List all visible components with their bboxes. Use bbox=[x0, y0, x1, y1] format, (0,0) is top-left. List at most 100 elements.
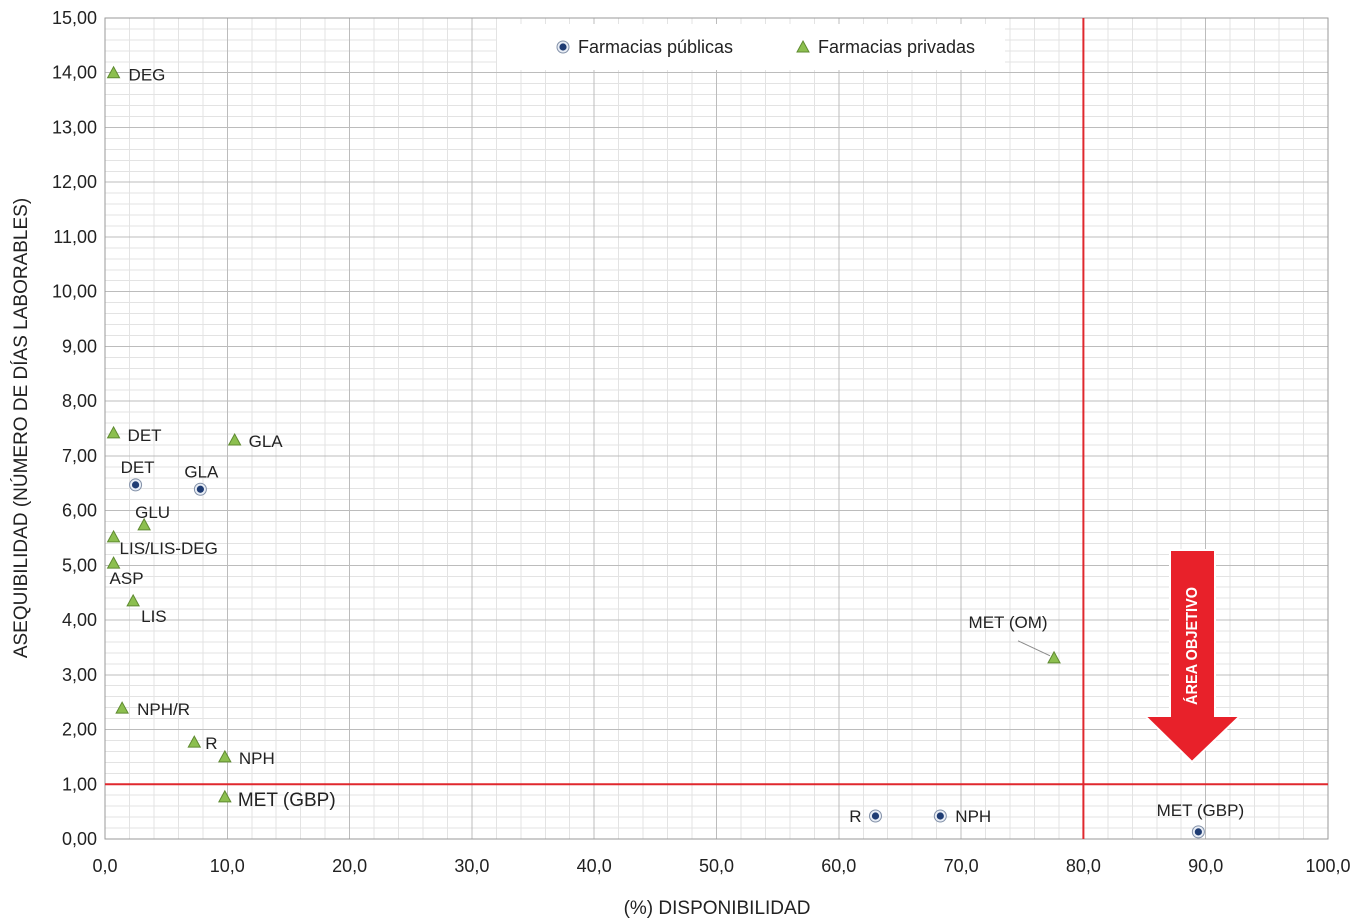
marker-triangle bbox=[218, 749, 232, 763]
x-tick-label: 70,0 bbox=[944, 856, 979, 876]
marker-triangle bbox=[227, 432, 242, 446]
marker-triangle bbox=[106, 529, 121, 543]
x-tick-label: 40,0 bbox=[577, 856, 612, 876]
marker-triangle bbox=[1047, 650, 1061, 664]
x-tick-label: 0,0 bbox=[92, 856, 117, 876]
private-label-glu: GLU bbox=[135, 503, 170, 522]
x-axis-title: (%) DISPONIBILIDAD bbox=[624, 898, 811, 919]
y-tick-label: 9,00 bbox=[62, 336, 97, 356]
y-tick-label: 5,00 bbox=[62, 555, 97, 575]
marker-triangle bbox=[106, 425, 121, 439]
marker-triangle bbox=[218, 789, 232, 803]
y-tick-label: 13,00 bbox=[52, 117, 97, 137]
private-label-deg: DEG bbox=[129, 66, 166, 85]
marker-triangle bbox=[126, 593, 140, 607]
private-point-lis bbox=[126, 593, 140, 607]
y-tick-label: 12,00 bbox=[52, 172, 97, 192]
y-tick-label: 0,00 bbox=[62, 829, 97, 849]
public-point-r bbox=[868, 809, 882, 823]
private-point-lis-lis-deg bbox=[106, 529, 121, 543]
marker-core bbox=[1194, 828, 1202, 836]
private-point-glu bbox=[137, 517, 151, 531]
private-point-nph bbox=[218, 749, 232, 763]
y-tick-label: 15,00 bbox=[52, 8, 97, 28]
x-tick-label: 10,0 bbox=[210, 856, 245, 876]
public-series bbox=[129, 478, 1205, 839]
y-tick-label: 7,00 bbox=[62, 446, 97, 466]
down-arrow-icon bbox=[1142, 549, 1243, 764]
legend-marker-public bbox=[556, 40, 570, 54]
legend-label-private: Farmacias privadas bbox=[818, 37, 975, 57]
plot-area-border bbox=[104, 17, 1329, 840]
legend-circle-marker bbox=[556, 40, 570, 54]
private-series bbox=[106, 65, 1061, 803]
y-tick-label: 3,00 bbox=[62, 665, 97, 685]
public-label-r: R bbox=[849, 807, 861, 826]
public-point-gla bbox=[193, 482, 207, 496]
data-points bbox=[106, 65, 1205, 839]
y-axis-ticks: 0,00 1,00 2,00 3,00 4,00 5,00 6,00 7,00 8,00 9,00… bbox=[52, 8, 97, 849]
legend-box bbox=[497, 24, 1005, 70]
marker-core bbox=[871, 812, 880, 820]
legend-label-public: Farmacias públicas bbox=[578, 37, 733, 57]
marker-triangle bbox=[187, 735, 202, 748]
x-axis-ticks: 0,0 10,0 20,0 30,0 40,0 50,0 60,0 70,0 80,0 90,0 1… bbox=[92, 856, 1350, 876]
private-point-deg bbox=[106, 65, 121, 79]
marker-core bbox=[196, 485, 204, 493]
y-tick-label: 4,00 bbox=[62, 610, 97, 630]
private-point-met-om bbox=[1047, 650, 1061, 664]
data-labels: DET GLA R NPH MET (GBP) DEG DET GLA GLU LIS/LIS-D… bbox=[110, 66, 1245, 826]
public-label-met-gbp: MET (GBP) bbox=[1157, 801, 1245, 820]
legend-item-private: Farmacias privadas bbox=[796, 37, 975, 57]
y-axis-title: ASEQUIBILIDAD (NÚMERO DE DÍAS LABORABLES… bbox=[10, 198, 32, 658]
x-tick-label: 30,0 bbox=[454, 856, 489, 876]
legend-triangle-marker bbox=[796, 39, 810, 53]
y-tick-label: 6,00 bbox=[62, 501, 97, 521]
x-tick-label: 90,0 bbox=[1188, 856, 1223, 876]
target-area-arrow: ÁREA OBJETIVO bbox=[1142, 549, 1243, 764]
private-point-r bbox=[187, 735, 202, 748]
private-label-det: DET bbox=[128, 426, 162, 445]
legend-item-public: Farmacias públicas bbox=[556, 37, 733, 57]
y-tick-label: 8,00 bbox=[62, 391, 97, 411]
target-area-label: ÁREA OBJETIVO bbox=[1182, 587, 1201, 705]
public-point-det bbox=[129, 478, 143, 492]
y-tick-label: 14,00 bbox=[52, 63, 97, 83]
private-label-lis-lis-deg: LIS/LIS-DEG bbox=[120, 539, 218, 558]
legend-marker-private bbox=[796, 39, 810, 53]
marker-triangle bbox=[115, 701, 129, 714]
marker-triangle bbox=[106, 65, 121, 79]
y-tick-label: 11,00 bbox=[53, 227, 97, 247]
public-point-nph bbox=[933, 809, 947, 823]
reference-lines bbox=[105, 18, 1328, 839]
private-point-gla bbox=[227, 432, 242, 446]
private-point-asp bbox=[106, 556, 121, 569]
x-tick-label: 80,0 bbox=[1066, 856, 1101, 876]
private-label-gla: GLA bbox=[249, 432, 284, 451]
private-label-nph-r: NPH/R bbox=[137, 700, 190, 719]
private-point-det bbox=[106, 425, 121, 439]
private-met-om-leader-line bbox=[1017, 640, 1051, 657]
y-tick-label: 2,00 bbox=[62, 720, 97, 740]
private-label-lis: LIS bbox=[141, 607, 167, 626]
x-tick-label: 20,0 bbox=[332, 856, 367, 876]
legend: Farmacias públicas Farmacias privadas bbox=[497, 24, 1005, 70]
marker-triangle bbox=[796, 39, 810, 53]
marker-core bbox=[936, 812, 944, 820]
private-label-r: R bbox=[205, 734, 217, 753]
y-tick-label: 10,00 bbox=[52, 282, 97, 302]
private-point-met-gbp bbox=[218, 789, 232, 803]
public-label-det: DET bbox=[121, 458, 155, 477]
marker-core bbox=[559, 43, 567, 51]
public-point-met-gbp bbox=[1191, 825, 1205, 839]
public-label-nph: NPH bbox=[955, 807, 991, 826]
y-tick-label: 1,00 bbox=[62, 774, 97, 794]
private-label-asp: ASP bbox=[110, 569, 144, 588]
private-label-nph: NPH bbox=[239, 749, 275, 768]
marker-core bbox=[131, 481, 140, 489]
private-label-met-gbp: MET (GBP) bbox=[238, 790, 336, 811]
x-tick-label: 100,0 bbox=[1305, 856, 1350, 876]
private-label-met-om: MET (OM) bbox=[969, 613, 1048, 632]
private-point-nph-r bbox=[115, 701, 129, 714]
public-label-gla: GLA bbox=[184, 462, 219, 481]
